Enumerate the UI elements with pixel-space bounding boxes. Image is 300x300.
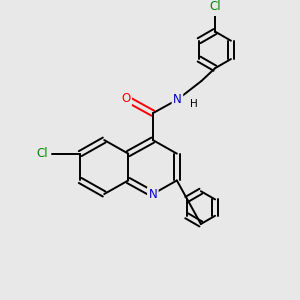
Text: O: O xyxy=(122,92,130,105)
Text: N: N xyxy=(148,188,157,200)
Text: Cl: Cl xyxy=(37,147,48,160)
Text: Cl: Cl xyxy=(209,0,221,13)
Text: N: N xyxy=(173,93,182,106)
Text: H: H xyxy=(190,99,198,109)
